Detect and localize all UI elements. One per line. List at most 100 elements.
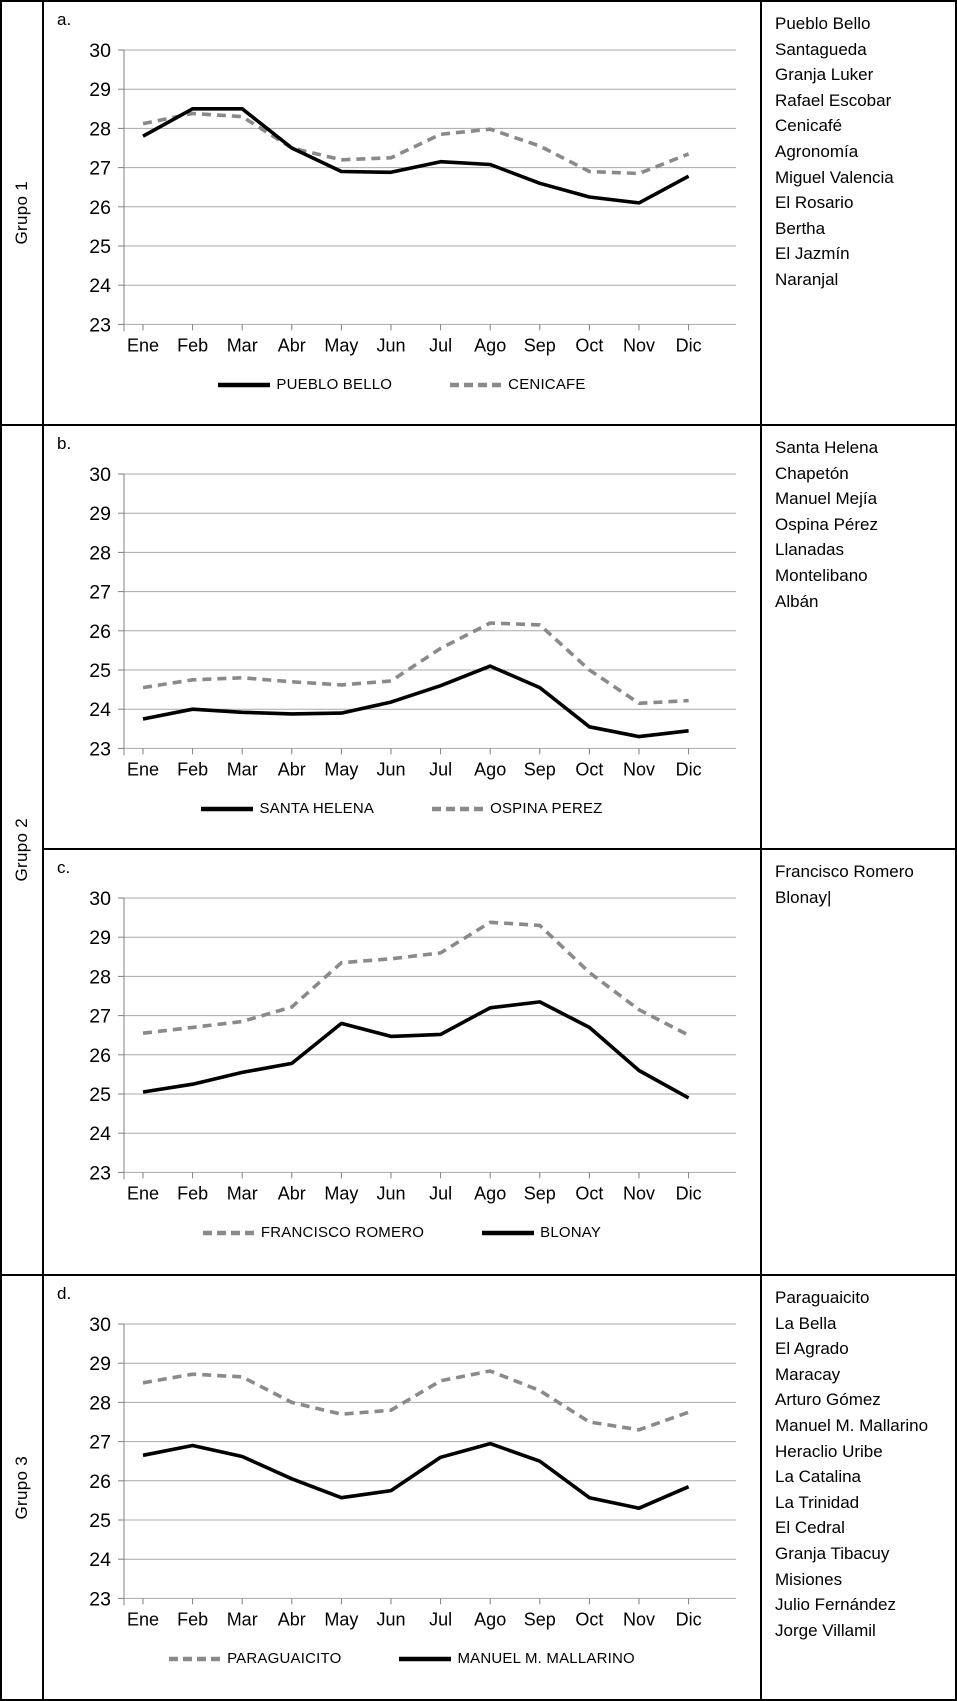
station-list-c[interactable]: Francisco Romero Blonay| [762, 850, 955, 1276]
group-label-grupo-1: Grupo 1 [12, 181, 31, 245]
y-tick-label-24: 24 [89, 275, 111, 297]
station-list-a[interactable]: Pueblo Bello Santagueda Granja Luker Rafael… [762, 2, 955, 426]
station-name[interactable]: Llanadas [775, 540, 845, 560]
station-name[interactable]: Montelibano [775, 565, 868, 585]
station-name[interactable]: Cenicafé [775, 116, 843, 136]
group-label-grupo-2: Grupo 2 [12, 818, 31, 882]
legend-label: CENICAFE [508, 376, 586, 393]
series-line-manuel-m-mallarino [142, 1441, 690, 1510]
station-name[interactable]: Ospina Pérez [775, 514, 878, 534]
station-name[interactable]: El Rosario [775, 193, 854, 213]
x-tick-label-nov: Nov [623, 759, 655, 779]
legend-item-ospina-perez: OSPINA PEREZ [432, 800, 602, 817]
legend-line-sample-solid [218, 382, 271, 387]
x-tick-label-mar: Mar [227, 335, 258, 355]
station-list-d[interactable]: Paraguaicito La Bella El Agrado Maracay Artu… [762, 1276, 955, 1699]
station-name[interactable]: Rafael Escobar [775, 90, 892, 110]
y-tick-label-26: 26 [89, 621, 111, 643]
station-name[interactable]: El Agrado [775, 1339, 849, 1359]
y-tick-label-23: 23 [89, 314, 111, 336]
station-name[interactable]: El Cedral [775, 1518, 845, 1538]
x-tick-label-may: May [324, 759, 358, 779]
station-name[interactable]: Francisco Romero [775, 862, 914, 881]
legend-label: PUEBLO BELLO [276, 376, 393, 393]
x-tick-label-oct: Oct [575, 1183, 603, 1203]
station-name[interactable]: Santagueda [775, 39, 867, 59]
chart-b-legend: SANTA HELENA OSPINA PEREZ [44, 800, 760, 817]
y-tick-label-27: 27 [89, 1006, 111, 1028]
station-name[interactable]: Agronomía [775, 141, 859, 161]
y-tick-label-29: 29 [89, 1353, 111, 1375]
station-name[interactable]: Misiones [775, 1569, 843, 1589]
group-label-grupo-3: Grupo 3 [12, 1455, 31, 1520]
y-tick-label-30: 30 [89, 464, 111, 486]
series-line-santa-helena [142, 664, 689, 739]
station-name[interactable]: El Jazmín [775, 244, 850, 264]
station-name[interactable]: Albán [775, 591, 819, 611]
station-name[interactable]: La Catalina [775, 1467, 862, 1487]
x-tick-label-abr: Abr [278, 335, 306, 355]
chart-a-legend: PUEBLO BELLO CENICAFE [44, 376, 760, 393]
legend-line-sample-dashed [169, 1656, 222, 1661]
chart-d-svg: 23 24 25 26 27 28 29 30 Ene Feb Mar Abr May Jun Jul Ago… [89, 1314, 736, 1629]
legend-line-sample-solid [399, 1656, 452, 1661]
x-tick-label-ene: Ene [127, 1609, 159, 1629]
y-tick-label-29: 29 [89, 503, 111, 525]
station-name[interactable]: Manuel Mejía [775, 489, 878, 509]
panel-letter-a: a. [57, 10, 72, 29]
station-name[interactable]: Paraguaicito [775, 1288, 870, 1307]
chart-panel-d: d. 23 24 25 26 27 28 29 30 Ene Feb Mar Abr May Jun Jul… [44, 1276, 762, 1699]
y-tick-label-25: 25 [89, 660, 111, 682]
x-tick-label-ago: Ago [474, 759, 506, 779]
group-cell-grupo-2: Grupo 2 [2, 426, 44, 1276]
chart-panel-a: a. 23 24 25 26 27 28 29 30 Ene Feb Mar Abr May Jun Jul… [44, 2, 762, 426]
y-tick-label-28: 28 [89, 542, 111, 564]
x-tick-label-oct: Oct [575, 759, 603, 779]
x-tick-label-jun: Jun [376, 759, 405, 779]
x-tick-label-sep: Sep [524, 1609, 556, 1629]
x-tick-label-jul: Jul [429, 335, 452, 355]
x-tick-label-may: May [324, 1183, 358, 1203]
x-tick-label-ene: Ene [127, 1183, 159, 1203]
x-tick-label-ene: Ene [127, 335, 159, 355]
station-name[interactable]: Manuel M. Mallarino [775, 1415, 929, 1435]
station-name[interactable]: Naranjal [775, 269, 839, 289]
x-tick-label-dic: Dic [676, 759, 702, 779]
station-list-b[interactable]: Santa Helena Chapetón Manuel Mejía Ospina P… [762, 426, 955, 850]
y-tick-label-26: 26 [89, 197, 111, 219]
station-name[interactable]: Bertha [775, 218, 826, 238]
station-name[interactable]: Miguel Valencia [775, 167, 894, 187]
y-tick-label-25: 25 [89, 1510, 111, 1532]
x-tick-label-nov: Nov [623, 335, 655, 355]
x-tick-label-jul: Jul [429, 1609, 452, 1629]
station-name[interactable]: La Trinidad [775, 1492, 860, 1512]
y-tick-label-28: 28 [89, 966, 111, 988]
station-name[interactable]: Jorge Villamil [775, 1620, 876, 1640]
station-name[interactable]: Blonay| [775, 887, 832, 907]
y-tick-label-30: 30 [89, 1314, 111, 1336]
legend-label: OSPINA PEREZ [490, 800, 603, 817]
station-name[interactable]: Heraclio Uribe [775, 1441, 883, 1461]
station-name[interactable]: Granja Luker [775, 65, 874, 85]
station-name[interactable]: Santa Helena [775, 438, 879, 457]
y-tick-label-30: 30 [89, 888, 111, 910]
station-name[interactable]: Arturo Gómez [775, 1390, 881, 1410]
y-tick-label-26: 26 [89, 1045, 111, 1067]
station-name[interactable]: Pueblo Bello [775, 14, 871, 33]
legend-line-sample-dashed [202, 1230, 255, 1235]
station-name[interactable]: Julio Fernández [775, 1595, 896, 1615]
x-tick-label-sep: Sep [524, 335, 556, 355]
station-name[interactable]: Chapetón [775, 463, 849, 483]
y-tick-label-27: 27 [89, 158, 111, 180]
group-cell-grupo-3: Grupo 3 [2, 1276, 44, 1699]
legend-line-sample-dashed [432, 806, 485, 811]
legend-item-francisco-romero: FRANCISCO ROMERO [202, 1224, 424, 1241]
x-tick-label-feb: Feb [177, 335, 208, 355]
y-tick-label-23: 23 [89, 1162, 111, 1184]
station-name[interactable]: Granja Tibacuy [775, 1543, 890, 1563]
station-name[interactable]: La Bella [775, 1313, 837, 1333]
chart-d-legend: PARAGUAICITO MANUEL M. MALLARINO [44, 1650, 760, 1667]
station-name[interactable]: Maracay [775, 1364, 841, 1384]
x-tick-label-jun: Jun [376, 1183, 405, 1203]
